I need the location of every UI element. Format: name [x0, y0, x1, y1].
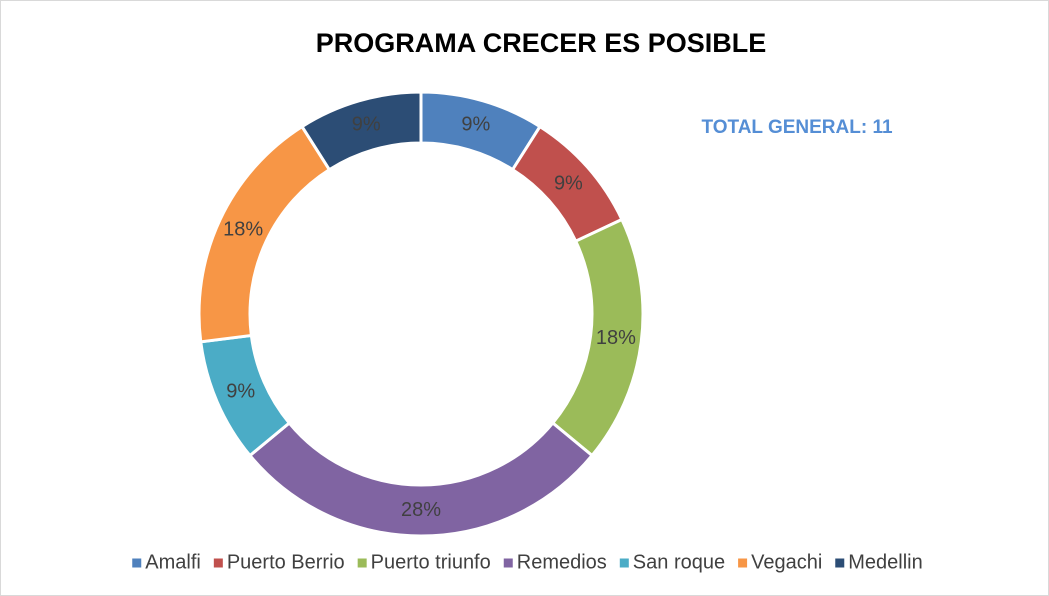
legend-label: Amalfi: [145, 551, 201, 573]
legend-label: Puerto Berrio: [227, 551, 345, 573]
legend-swatch: [503, 558, 513, 568]
legend-label: Puerto triunfo: [371, 551, 491, 573]
legend-swatch: [738, 558, 748, 568]
data-label: 9%: [461, 114, 490, 136]
legend-label: Medellin: [848, 551, 922, 573]
data-label: 18%: [596, 327, 636, 349]
data-label: 28%: [401, 499, 441, 521]
legend-swatch: [213, 558, 223, 568]
legend-label: Vegachi: [751, 551, 822, 573]
data-label: 18%: [223, 219, 263, 241]
legend: Amalfi Puerto Berrio Puerto triunfo Remedio…: [132, 551, 923, 573]
data-label: 9%: [554, 172, 583, 194]
legend-swatch: [132, 558, 142, 568]
legend-swatch: [357, 558, 367, 568]
annotation: TOTAL GENERAL: 11: [701, 117, 893, 138]
donut-segment: [299, 90, 423, 172]
legend-swatch: [835, 558, 845, 568]
legend-swatch: [619, 558, 629, 568]
data-label: 9%: [226, 380, 255, 402]
legend-label: Remedios: [517, 551, 607, 573]
legend-label: San roque: [633, 551, 725, 573]
data-label: 9%: [352, 114, 381, 136]
chart-title: PROGRAMA CRECER ES POSIBLE: [316, 28, 767, 58]
